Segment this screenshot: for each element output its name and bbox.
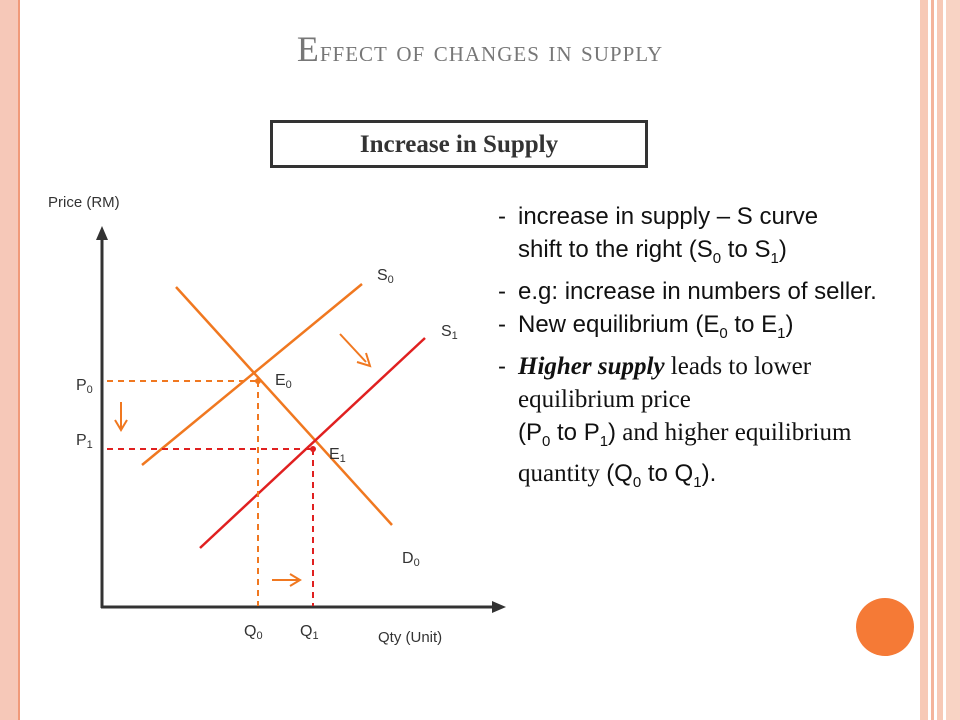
label-p0: P0 [76, 377, 93, 396]
explanation-line: increase in supply – S curve [518, 203, 819, 230]
right-frame-stripe [920, 0, 928, 720]
equilibrium-point-e0 [255, 378, 261, 384]
right-frame-stripe [931, 0, 934, 720]
explanation-item: - Higher supply leads to lower equilibri… [498, 352, 852, 492]
quantity-right-arrowhead [289, 573, 302, 587]
right-frame-stripe [937, 0, 943, 720]
explanation-item: - e.g: increase in numbers of seller. [498, 277, 877, 305]
shift-right-arrowhead [356, 352, 372, 368]
y-axis-label: Price (RM) [48, 194, 120, 211]
decorative-circle [856, 598, 914, 656]
right-frame-stripe [946, 0, 960, 720]
left-frame-band [0, 0, 18, 720]
slide-title-text: ffect of changes in supply [319, 35, 664, 68]
label-q0: Q0 [244, 623, 263, 642]
x-axis-label: Qty (Unit) [378, 629, 442, 646]
demand-curve-d0 [175, 286, 393, 526]
label-s1: S1 [441, 323, 458, 342]
label-e0: E0 [275, 372, 292, 391]
subtitle-box: Increase in Supply [270, 120, 648, 168]
explanation-list: - increase in supply – S curve shift to … [494, 200, 914, 499]
label-p1: P1 [76, 432, 93, 451]
label-q1: Q1 [300, 623, 319, 642]
explanation-item: - New equilibrium (E0 to E1) [498, 310, 794, 342]
left-frame-line [18, 0, 20, 720]
label-e1: E1 [329, 446, 346, 465]
supply-curve-s1 [199, 337, 426, 549]
supply-curve-s0 [141, 283, 363, 466]
slide-title: Effect of changes in supply [296, 29, 664, 69]
shift-right-arrow-icon [339, 333, 367, 363]
label-s0: S0 [377, 267, 394, 286]
y-axis-arrowhead [96, 226, 108, 240]
explanation-line: e.g: increase in numbers of seller. [518, 277, 877, 305]
price-down-arrowhead [114, 419, 128, 432]
explanation-item: - increase in supply – S curve shift to … [498, 203, 819, 267]
emphasis-text: Higher supply [518, 352, 665, 380]
equilibrium-point-e1 [310, 446, 316, 452]
label-d0: D0 [402, 550, 420, 569]
x-axis-arrowhead [492, 601, 506, 613]
